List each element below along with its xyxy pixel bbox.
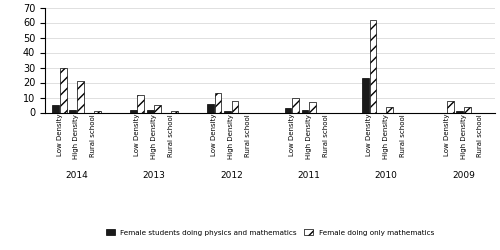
Text: 2009: 2009 (452, 171, 475, 180)
Bar (292, 98, 299, 112)
Bar (224, 111, 231, 112)
Bar (77, 81, 84, 112)
Bar (284, 108, 292, 112)
Bar (464, 106, 470, 112)
Text: 2012: 2012 (220, 171, 242, 180)
Bar (130, 110, 136, 112)
Bar (232, 100, 238, 112)
Bar (309, 102, 316, 113)
Bar (147, 110, 154, 112)
Bar (362, 78, 369, 112)
Text: 2014: 2014 (65, 171, 88, 180)
Bar (70, 110, 76, 112)
Bar (447, 100, 454, 112)
Text: 2013: 2013 (142, 171, 166, 180)
Bar (154, 105, 161, 112)
Bar (207, 104, 214, 112)
Bar (370, 20, 376, 112)
Bar (60, 68, 66, 112)
Bar (214, 93, 222, 112)
Legend: Female students doing physics and mathematics, Female doing only mathematics: Female students doing physics and mathem… (103, 226, 437, 239)
Bar (302, 110, 308, 112)
Text: 2011: 2011 (298, 171, 320, 180)
Text: 2010: 2010 (374, 171, 398, 180)
Bar (171, 111, 178, 112)
Bar (138, 94, 144, 112)
Bar (94, 111, 100, 112)
Bar (52, 105, 59, 112)
Bar (456, 111, 463, 112)
Bar (386, 106, 393, 112)
